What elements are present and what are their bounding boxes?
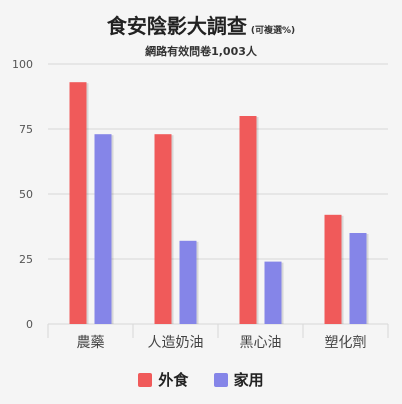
legend: 外食 家用 — [0, 369, 402, 390]
x-category-label: 塑化劑 — [325, 334, 367, 351]
legend-item-home: 家用 — [213, 369, 264, 390]
bar-home-2 — [264, 261, 282, 324]
bar-home-3 — [349, 233, 367, 324]
y-tick-label: 75 — [19, 123, 33, 136]
legend-item-outside: 外食 — [138, 369, 188, 390]
x-category-label: 農藥 — [77, 335, 105, 351]
legend-swatch-home — [213, 373, 228, 387]
bar-outside-1 — [154, 134, 172, 324]
bar-outside-3 — [324, 214, 342, 324]
bar-home-1 — [179, 240, 197, 324]
bars-layer — [69, 82, 369, 324]
y-tick-label: 100 — [12, 58, 33, 71]
bar-outside-2 — [239, 116, 257, 324]
labels-layer: 0 25 50 75 100 農藥 人造奶油 黑心油 塑化劑 — [12, 58, 367, 351]
bar-home-0 — [94, 134, 112, 324]
y-tick-label: 25 — [19, 253, 33, 266]
bar-outside-0 — [69, 82, 87, 324]
chart-title: 食安陰影大調查 — [106, 14, 247, 38]
y-tick-label: 0 — [26, 318, 33, 331]
x-category-label: 人造奶油 — [148, 335, 204, 351]
legend-swatch-outside — [138, 373, 153, 387]
chart-title-note: (可複選%) — [250, 26, 296, 36]
chart-header: 食安陰影大調查 (可複選%) 網路有效問卷1,003人 — [0, 10, 402, 59]
title-line: 食安陰影大調查 (可複選%) — [0, 10, 402, 39]
legend-label-home: 家用 — [233, 371, 264, 389]
chart-subtitle: 網路有效問卷1,003人 — [145, 45, 257, 58]
x-category-label: 黑心油 — [240, 335, 282, 351]
legend-label-outside: 外食 — [158, 371, 189, 389]
y-tick-label: 50 — [19, 188, 33, 201]
